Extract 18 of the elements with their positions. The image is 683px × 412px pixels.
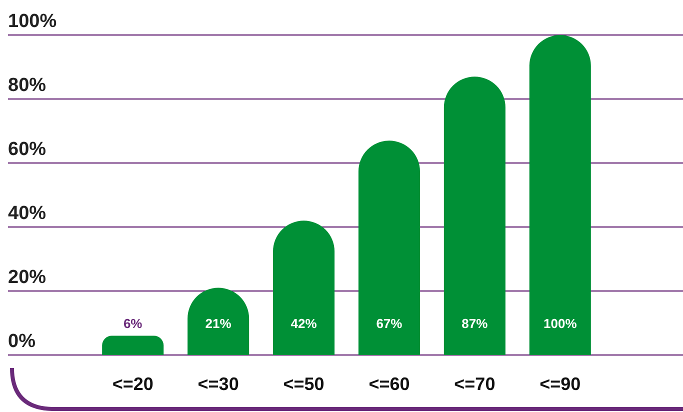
y-tick-label: 80%	[8, 75, 46, 96]
x-tick-label: <=30	[198, 374, 239, 394]
y-tick-label: 40%	[8, 203, 46, 224]
data-label: 6%	[123, 316, 143, 331]
data-label: 67%	[376, 316, 403, 331]
x-tick-label: <=50	[283, 374, 324, 394]
x-tick-label: <=70	[454, 374, 496, 394]
x-tick-label: <=60	[368, 374, 410, 394]
data-label: 87%	[462, 316, 488, 331]
x-tick-label: <=90	[540, 374, 581, 394]
y-tick-label: 60%	[8, 139, 46, 160]
data-label: 21%	[205, 316, 232, 331]
y-tick-label: 100%	[8, 11, 57, 32]
y-tick-label: 20%	[8, 267, 46, 288]
y-tick-label: 0%	[8, 331, 36, 352]
data-label: 100%	[544, 316, 578, 331]
x-tick-label: <=20	[112, 374, 154, 394]
data-label: 42%	[290, 316, 318, 331]
